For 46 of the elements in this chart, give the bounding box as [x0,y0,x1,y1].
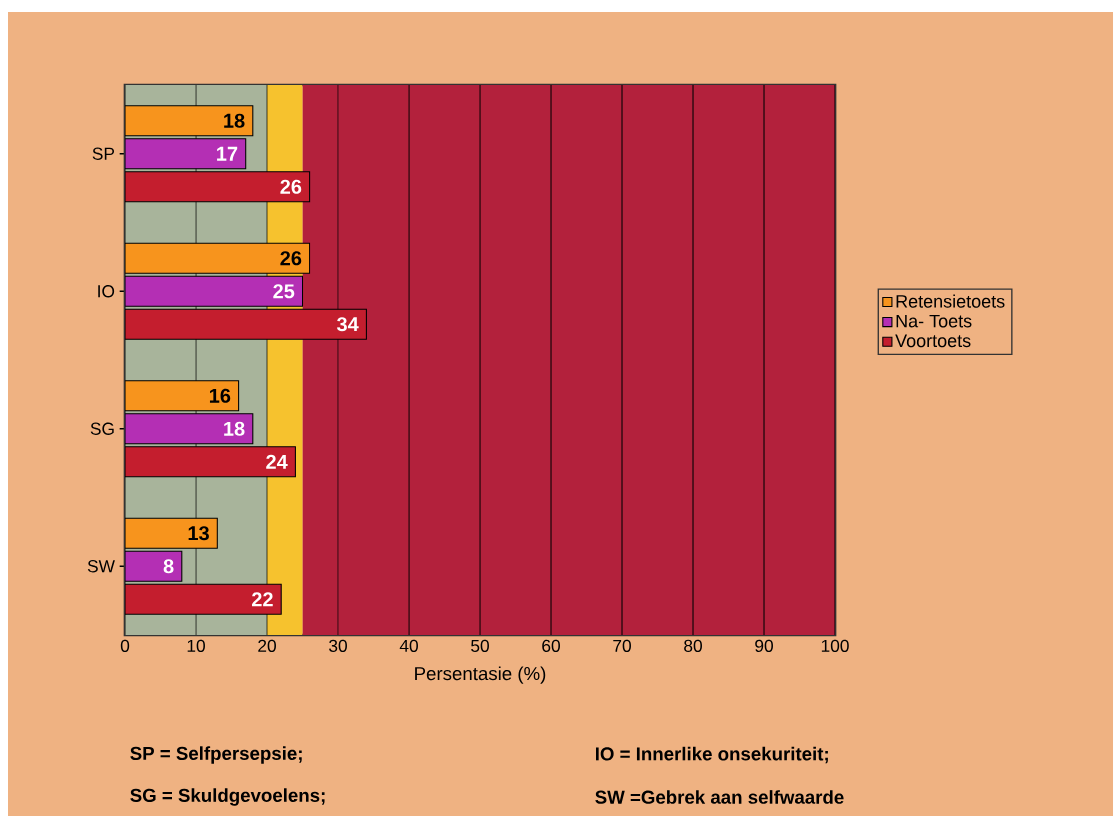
bar [125,380,240,412]
x-tick-label: 0 [120,639,130,652]
x-axis-title: Persentasie (%) [415,666,546,684]
data-label: 26 [280,251,302,266]
bar [125,517,218,549]
data-label: 22 [252,592,273,607]
data-label: 24 [266,454,288,469]
data-label: 13 [188,526,209,541]
y-tick-label: SW [87,560,115,573]
text: SP = Selfpersepsie; [130,746,302,764]
bar [125,138,247,170]
data-label: 8 [163,559,174,574]
bar [125,275,304,307]
x-tick-label: 30 [329,639,347,652]
legend-label: Voortoets [895,334,971,348]
bar [125,446,296,478]
x-tick-label: 10 [187,639,205,652]
data-label: 16 [209,388,231,403]
data-label: 18 [224,421,245,436]
x-tick-label: 60 [542,639,560,652]
y-tick-label: SG [90,422,114,435]
y-tick-label: SP [92,147,115,160]
bar [125,242,311,274]
data-label: 34 [336,317,359,332]
data-label: 18 [224,113,245,128]
data-label: 26 [280,179,302,194]
bar [125,308,367,340]
y-tick-label: IO [98,285,115,298]
bar [125,105,254,137]
x-tick-label: 90 [755,639,773,652]
bar [125,550,183,582]
text: IO = Innerlike onsekuriteit; [595,746,828,764]
data-label: 25 [273,284,295,299]
bar [125,583,282,615]
x-tick-label: 40 [399,639,418,652]
data-label: 17 [217,146,238,161]
x-tick-label: 100 [821,639,849,652]
text: SG = Skuldgevoelens; [130,788,325,806]
legend-label: Na- Toets [896,314,972,328]
legend-label: Retensietoets [896,294,1005,308]
x-tick-label: 50 [471,639,489,652]
x-tick-label: 80 [684,639,702,652]
x-tick-label: 20 [258,639,276,652]
x-tick-label: 70 [613,639,631,652]
text: SW =Gebrek aan selfwaarde [595,790,844,804]
bar [125,171,311,203]
